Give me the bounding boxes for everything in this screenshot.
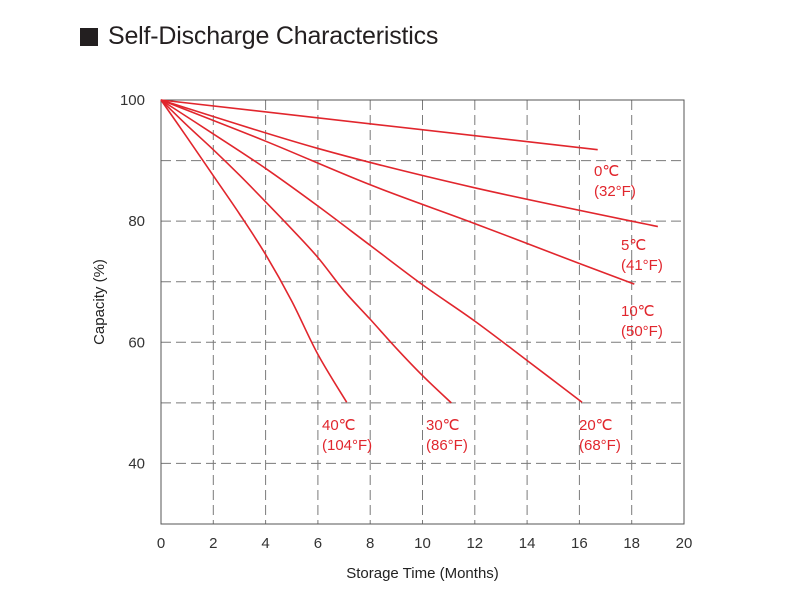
x-tick-label: 4 (261, 535, 269, 552)
series-line-4 (160, 99, 452, 404)
series-label-c: 20℃ (579, 417, 613, 434)
series-label-f: (86°F) (426, 437, 468, 454)
series-label-f: (68°F) (579, 437, 621, 454)
chart-title-text: Self-Discharge Characteristics (108, 22, 439, 50)
y-tick-label: 60 (128, 334, 145, 351)
series-line-2 (160, 99, 635, 285)
series-label-c: 10℃ (621, 303, 655, 320)
series-label-f: (50°F) (621, 323, 663, 340)
y-axis-label: Capacity (%) (91, 259, 108, 345)
x-tick-label: 18 (623, 535, 640, 552)
series-line-3 (160, 99, 583, 403)
series-label-c: 40℃ (322, 417, 356, 434)
x-tick-label: 8 (366, 535, 374, 552)
grid (161, 100, 684, 524)
plot-frame (160, 99, 685, 525)
y-tick-label: 80 (128, 213, 145, 230)
x-axis-label: Storage Time (Months) (346, 565, 499, 582)
chart-title: Self-Discharge Characteristics (80, 22, 438, 51)
series-line-5 (160, 99, 348, 403)
series-labels: 0℃ (32°F) 5℃ (41°F) 10℃ (50°F) 20℃ (68°F) 30℃ (86… (322, 163, 663, 454)
series-label-c: 0℃ (594, 163, 619, 180)
series-label-f: (41°F) (621, 257, 663, 274)
y-tick-label: 40 (128, 455, 145, 472)
series-label-c: 30℃ (426, 417, 460, 434)
y-tick-label: 100 (120, 92, 145, 109)
series-label-f: (32°F) (594, 183, 636, 200)
series-line-1 (160, 99, 659, 228)
tick-labels: 0 2 4 6 8 10 12 14 16 18 20 40 60 80 100 (120, 92, 692, 552)
x-tick-label: 6 (314, 535, 322, 552)
x-tick-label: 16 (571, 535, 588, 552)
x-tick-label: 0 (157, 535, 165, 552)
title-square-icon (80, 27, 98, 46)
x-tick-label: 12 (466, 535, 483, 552)
series-label-f: (104°F) (322, 437, 372, 454)
x-tick-label: 2 (209, 535, 217, 552)
series-label-c: 5℃ (621, 237, 646, 254)
x-tick-label: 10 (414, 535, 431, 552)
series-line-0 (160, 99, 598, 151)
x-tick-label: 20 (676, 535, 693, 552)
series-lines (160, 99, 659, 404)
x-tick-label: 14 (519, 535, 536, 552)
